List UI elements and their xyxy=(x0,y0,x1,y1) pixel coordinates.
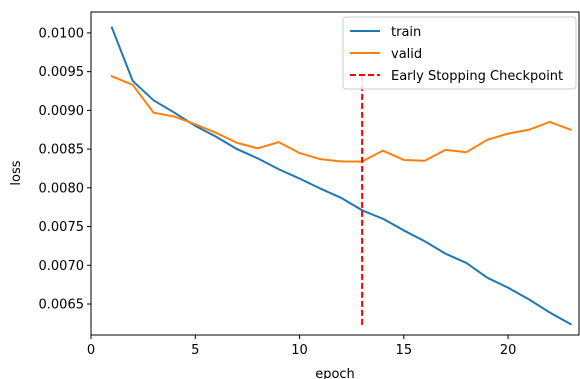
legend-checkpoint-label: Early Stopping Checkpoint xyxy=(391,69,563,84)
y-tick-label-0.0100: 0.0100 xyxy=(39,26,85,41)
legend-box xyxy=(342,16,577,90)
y-tick-label-0.0095: 0.0095 xyxy=(39,65,85,80)
y-tick-label-0.0080: 0.0080 xyxy=(39,181,85,196)
y-tick-label-0.0070: 0.0070 xyxy=(39,259,85,274)
axes-frame xyxy=(90,11,580,336)
y-axis-ticks: 0.0065 0.0070 0.0075 0.0080 0.0085 0.0090 0.00… xyxy=(39,26,91,313)
plot-area xyxy=(110,26,573,326)
x-tick-label-20: 20 xyxy=(500,343,517,358)
x-tick-label-0: 0 xyxy=(87,343,95,358)
legend-valid-label: valid xyxy=(391,47,422,62)
y-tick-label-0.0085: 0.0085 xyxy=(39,143,85,158)
legend: train valid Early Stopping Checkpoint xyxy=(342,16,577,90)
x-axis-ticks: 0 5 10 15 20 xyxy=(87,335,517,358)
x-tick-label-10: 10 xyxy=(291,343,308,358)
y-tick-label-0.0075: 0.0075 xyxy=(39,220,85,235)
x-tick-label-15: 15 xyxy=(396,343,413,358)
legend-train-label: train xyxy=(391,25,421,40)
x-axis-label: epoch xyxy=(315,367,355,379)
x-tick-label-5: 5 xyxy=(191,343,199,358)
y-axis-label: loss xyxy=(9,160,24,185)
y-tick-label-0.0065: 0.0065 xyxy=(39,298,85,313)
y-tick-label-0.0090: 0.0090 xyxy=(39,104,85,119)
